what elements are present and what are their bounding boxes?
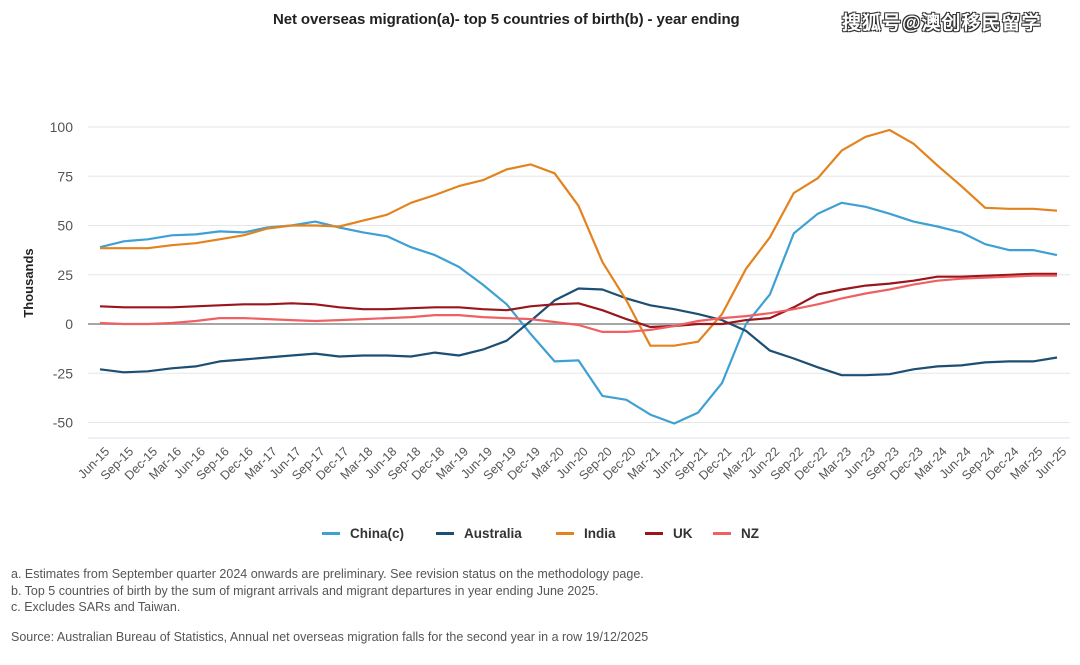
series-line-australia [99,287,1058,377]
legend-swatch [713,532,731,535]
y-tick-label: 100 [50,119,74,135]
legend-label: Australia [464,526,522,541]
y-tick-label: 75 [57,168,73,184]
series-line-uk [99,272,1057,329]
y-tick-label: -25 [53,365,73,381]
legend-swatch [556,532,574,535]
y-axis-ticks: 100 75 50 25 0 -25 -50 [50,119,74,431]
line-chart: 100 75 50 25 0 -25 -50 Thousands Jun-15Sep-15D… [21,119,1070,483]
legend-label: NZ [741,526,759,541]
y-tick-label: 25 [57,267,73,283]
y-tick-label: 50 [57,218,73,234]
legend-swatch [436,532,454,535]
legend-label: China(c) [350,526,404,541]
x-axis-ticks: Jun-15Sep-15Dec-15Mar-16Jun-16Sep-16Dec-… [75,444,1069,482]
legend-label: India [584,526,616,541]
footnote-b: b. Top 5 countries of birth by the sum o… [11,583,599,598]
footnote-c: c. Excludes SARs and Taiwan. [11,600,181,614]
y-axis-label: Thousands [21,248,36,317]
footnote-a: a. Estimates from September quarter 2024… [11,567,644,581]
legend-label: UK [673,526,693,541]
y-tick-label: 0 [65,316,73,332]
legend-item: India [556,526,616,541]
gridlines [88,126,1070,439]
series-lines [99,128,1058,425]
legend: China(c) Australia India UK NZ [0,526,1080,546]
legend-swatch [645,532,663,535]
series-line-india [100,128,1058,347]
series-line-nz [99,274,1057,333]
chart-title: Net overseas migration(a)- top 5 countri… [273,11,740,28]
series-line-china-c [99,201,1058,425]
legend-item: NZ [713,526,759,541]
y-tick-label: -50 [53,415,73,431]
source-note: Source: Australian Bureau of Statistics,… [11,630,649,644]
legend-item: UK [645,526,693,541]
legend-swatch [322,532,340,535]
watermark: 搜狐号@澳创移民留学 [842,13,1042,34]
footnotes: a. Estimates from September quarter 2024… [11,566,644,616]
legend-item: China(c) [322,526,404,541]
legend-item: Australia [436,526,522,541]
